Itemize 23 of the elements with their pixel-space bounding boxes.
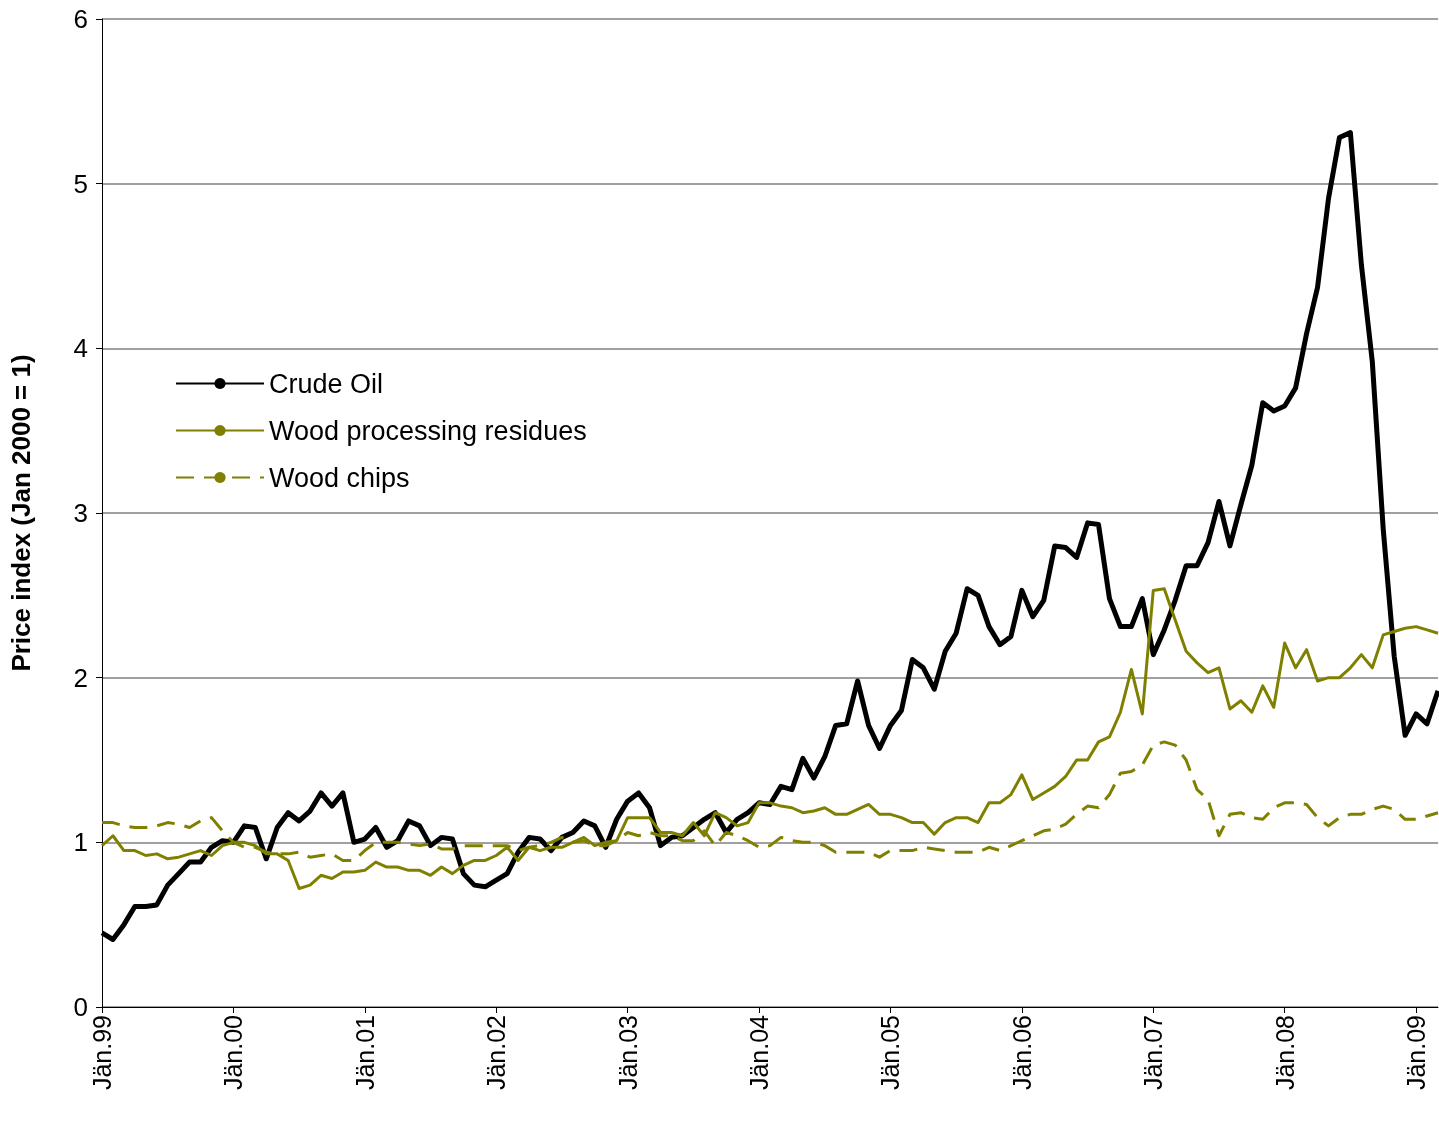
x-tick-label: Jän.99	[88, 1015, 116, 1091]
x-tick-label: Jän.06	[1007, 1015, 1036, 1091]
legend-label: Wood chips	[269, 462, 410, 493]
legend-label: Crude Oil	[269, 368, 384, 399]
x-tick-label: Jän.01	[350, 1015, 379, 1091]
y-tick-label: 6	[73, 4, 88, 34]
line-series	[100, 587, 1439, 890]
x-tick-label: Jän.03	[613, 1015, 642, 1091]
x-tick-label: Jän.08	[1270, 1015, 1299, 1091]
y-tick-label: 2	[73, 662, 88, 693]
x-tick-label: Jän.07	[1139, 1015, 1168, 1091]
legend-label: Wood processing residues	[269, 415, 587, 446]
x-tick-label: Jän.00	[219, 1015, 248, 1091]
y-tick-label: 4	[73, 333, 88, 364]
y-tick-label: 1	[73, 827, 88, 858]
y-tick-label: 3	[73, 498, 88, 528]
x-tick-label: Jän.09	[1402, 1015, 1431, 1091]
x-tick-label: Jän.02	[482, 1015, 511, 1091]
y-tick-label: 0	[73, 992, 88, 1022]
x-tick-label: Jän.05	[876, 1015, 905, 1091]
y-axis-title: Price index (Jan 2000 = 1)	[6, 354, 36, 672]
y-tick-label: 5	[73, 168, 88, 199]
x-tick-label: Jän.04	[745, 1014, 774, 1091]
